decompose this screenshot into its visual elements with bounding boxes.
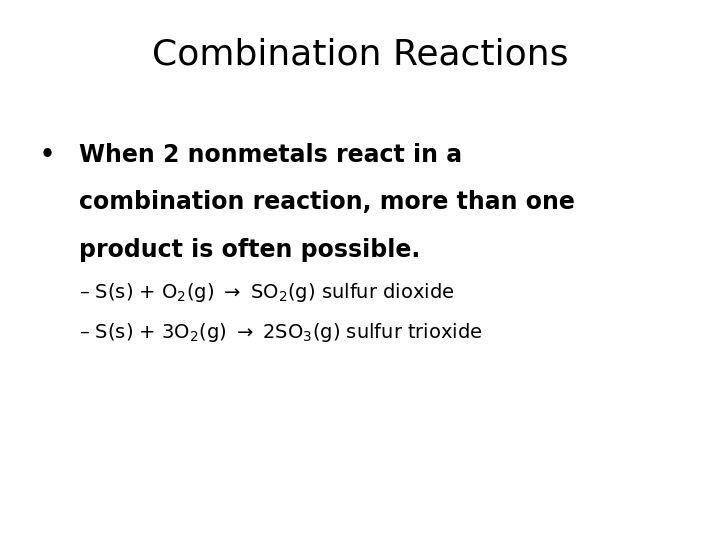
Text: – S(s) + O$_2$(g) $\rightarrow$ SO$_2$(g) sulfur dioxide: – S(s) + O$_2$(g) $\rightarrow$ SO$_2$(g… bbox=[79, 281, 455, 304]
Text: – S(s) + 3O$_2$(g) $\rightarrow$ 2SO$_3$(g) sulfur trioxide: – S(s) + 3O$_2$(g) $\rightarrow$ 2SO$_3$… bbox=[79, 321, 483, 345]
Text: Combination Reactions: Combination Reactions bbox=[152, 38, 568, 72]
Text: product is often possible.: product is often possible. bbox=[79, 238, 420, 261]
Text: When 2 nonmetals react in a: When 2 nonmetals react in a bbox=[79, 143, 462, 167]
Text: combination reaction, more than one: combination reaction, more than one bbox=[79, 190, 575, 214]
Text: •: • bbox=[40, 143, 55, 167]
